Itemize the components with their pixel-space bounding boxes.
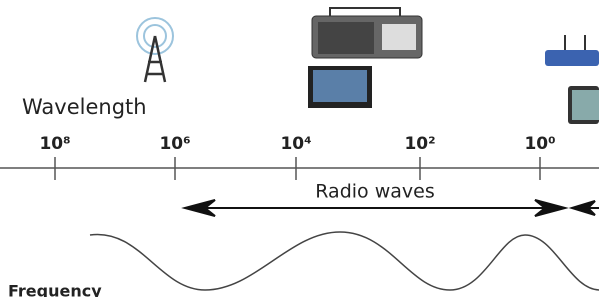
tick-label: 10² xyxy=(404,134,435,154)
tick-label: 10⁰ xyxy=(524,134,555,154)
router-icon xyxy=(545,35,599,66)
radio-icon xyxy=(312,8,422,58)
spectrum-diagram: Wavelength 10⁸ 10⁶ 10⁴ 10² 10⁰ Radio waves F… xyxy=(0,0,599,297)
tick-label: 10⁶ xyxy=(159,134,190,154)
band-label: Radio waves xyxy=(315,181,434,203)
radio-tower-icon xyxy=(137,18,173,82)
phone-icon xyxy=(568,86,599,124)
tick-label: 10⁸ xyxy=(39,134,70,154)
wave xyxy=(90,232,599,290)
axis-label: Wavelength xyxy=(22,95,147,119)
tick-label: 10⁴ xyxy=(280,134,311,154)
frequency-label: Frequency xyxy=(8,282,102,297)
tv-icon xyxy=(308,66,372,108)
